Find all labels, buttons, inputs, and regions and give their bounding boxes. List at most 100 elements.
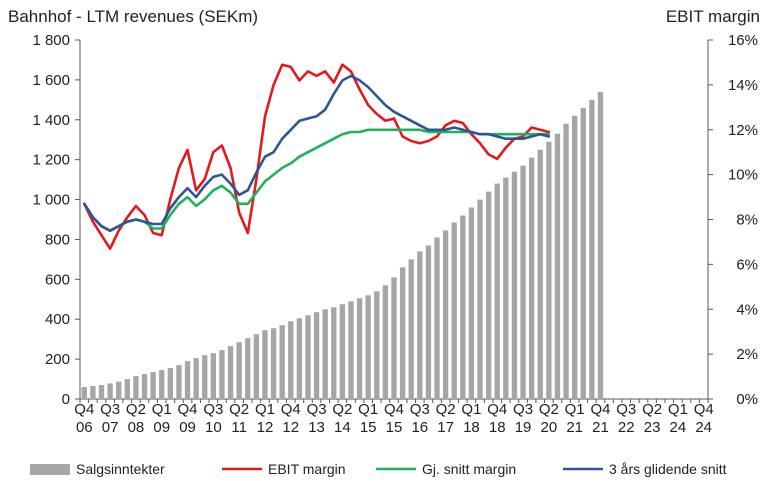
revenue-bar	[98, 385, 105, 399]
revenue-bar	[468, 207, 475, 399]
x-tick-label-year: 12	[257, 419, 274, 436]
x-tick-label-year: 13	[308, 419, 325, 436]
revenue-bar	[546, 141, 552, 399]
x-tick-label-quarter: Q3	[203, 401, 223, 418]
revenue-bar	[262, 330, 268, 399]
revenue-bar	[279, 325, 285, 399]
right-tick-label: 16%	[728, 32, 758, 49]
x-tick-label-quarter: Q4	[281, 401, 301, 418]
x-tick-label-quarter: Q2	[642, 401, 662, 418]
revenue-bar	[391, 277, 397, 399]
revenue-bar	[374, 291, 380, 399]
legend-label: EBIT margin	[268, 461, 346, 477]
revenue-bar	[408, 259, 414, 399]
revenue-bar	[245, 338, 251, 399]
revenue-bar	[485, 191, 492, 399]
x-tick-label-year: 22	[618, 419, 635, 436]
bars-layer	[81, 91, 604, 400]
legend: Salgsinntekter EBIT margin Gj. snitt margi…	[30, 461, 727, 477]
x-tick-label-quarter: Q4	[74, 401, 94, 418]
three-year-moving-average-line	[83, 74, 551, 232]
x-tick-label-quarter: Q2	[332, 401, 352, 418]
right-tick-label: 2%	[736, 346, 758, 363]
x-tick-label-year: 16	[411, 419, 428, 436]
revenue-bar	[305, 315, 311, 399]
revenue-bar	[141, 374, 148, 399]
chart-title: Bahnhof - LTM revenues (SEKm)	[8, 7, 258, 26]
legend-label: Salgsinntekter	[76, 461, 165, 477]
x-tick-label-quarter: Q4	[384, 401, 404, 418]
revenue-bar	[511, 171, 518, 399]
revenue-bar	[124, 379, 130, 399]
x-tick-label-quarter: Q1	[152, 401, 172, 418]
revenue-bar	[133, 376, 139, 399]
right-tick-label: 4%	[736, 301, 758, 318]
x-tick-label-year: 14	[334, 419, 351, 436]
x-tick-label-year: 21	[566, 419, 583, 436]
revenue-bar	[348, 301, 354, 399]
revenue-bar	[434, 237, 440, 399]
x-tick-label-year: 15	[386, 419, 403, 436]
right-tick-label: 8%	[736, 212, 758, 229]
left-tick-label: 1 200	[32, 152, 70, 169]
revenue-bar	[331, 307, 337, 399]
tick-labels-layer: 0 200 400 600 800 1 000 1 200 1 400 1 600 1 800 0%…	[32, 32, 758, 436]
revenue-bar	[571, 115, 578, 400]
x-tick-label-quarter: Q1	[461, 401, 481, 418]
revenue-bar	[159, 370, 165, 399]
revenue-bar	[184, 361, 191, 399]
revenue-bar	[477, 199, 483, 399]
revenue-bar	[589, 99, 595, 399]
x-tick-label-quarter: Q3	[410, 401, 430, 418]
revenue-bar	[150, 372, 156, 399]
revenue-bar	[116, 381, 122, 399]
revenue-bar	[417, 251, 423, 399]
x-tick-label-quarter: Q3	[616, 401, 636, 418]
left-tick-label: 1 800	[32, 32, 70, 49]
right-tick-label: 12%	[728, 122, 758, 139]
revenue-bar	[253, 334, 260, 399]
revenue-bar	[442, 230, 449, 399]
left-tick-label: 1 600	[32, 72, 70, 89]
x-tick-label-year: 15	[360, 419, 377, 436]
revenue-bar	[90, 386, 96, 399]
revenue-bar	[425, 245, 432, 399]
x-tick-label-year: 09	[179, 419, 196, 436]
revenue-bar	[270, 328, 277, 399]
revenue-bar	[365, 295, 371, 399]
revenue-bar	[494, 183, 500, 399]
revenue-bar	[167, 368, 173, 399]
right-tick-label: 0%	[736, 391, 758, 408]
revenue-bar	[210, 353, 217, 399]
revenue-bar	[322, 309, 328, 399]
revenue-bar	[460, 215, 466, 399]
x-tick-label-year: 12	[282, 419, 299, 436]
x-tick-label-year: 08	[128, 419, 145, 436]
revenue-bar	[296, 318, 303, 399]
x-tick-label-quarter: Q1	[565, 401, 585, 418]
revenue-bar	[356, 298, 363, 399]
revenue-bar	[81, 387, 87, 399]
right-tick-label: 14%	[728, 77, 758, 94]
revenue-bar	[227, 346, 234, 399]
right-axis-title: EBIT margin	[666, 7, 760, 26]
x-tick-label-quarter: Q4	[487, 401, 507, 418]
revenue-bar	[580, 107, 586, 400]
revenue-bar	[382, 285, 389, 399]
x-tick-label-quarter: Q4	[694, 401, 714, 418]
revenue-bar	[528, 157, 535, 399]
revenue-bar	[288, 321, 294, 399]
x-tick-label-quarter: Q1	[668, 401, 688, 418]
revenue-bar	[563, 123, 569, 400]
x-tick-label-quarter: Q1	[358, 401, 378, 418]
x-tick-label-quarter: Q2	[436, 401, 456, 418]
x-tick-label-year: 09	[153, 419, 170, 436]
legend-label: Gj. snitt margin	[422, 461, 516, 477]
revenue-bar	[520, 165, 526, 399]
revenue-bar	[107, 383, 113, 399]
x-tick-label-quarter: Q4	[590, 401, 610, 418]
revenue-bar	[339, 304, 346, 399]
revenue-bar	[503, 177, 509, 399]
